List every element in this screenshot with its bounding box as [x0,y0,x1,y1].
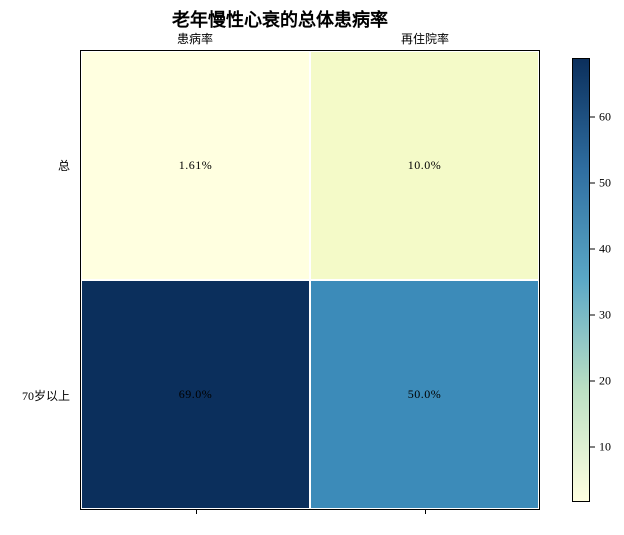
colorbar-tick-mark [590,446,595,447]
x-tick [196,509,197,514]
colorbar-tick-mark [590,380,595,381]
heatmap-cell-1-1: 50.0% [310,280,539,509]
cell-label: 69.0% [179,387,213,402]
colorbar-tick-label: 20 [599,373,611,388]
colorbar-tick-mark [590,314,595,315]
colorbar-ticks: 10 20 30 40 50 60 [590,58,620,502]
row-labels: 总 70岁以上 [0,50,76,510]
column-label-0: 患病率 [80,30,310,48]
colorbar-tick: 20 [590,373,611,388]
colorbar [572,58,590,502]
cell-label: 1.61% [179,158,213,173]
heatmap-row-0: 1.61% 10.0% [81,51,539,280]
colorbar-tick-label: 40 [599,242,611,257]
colorbar-tick: 30 [590,307,611,322]
heatmap-cell-1-0: 69.0% [81,280,310,509]
cell-label: 10.0% [408,158,442,173]
x-tick [425,509,426,514]
heatmap-plot: 1.61% 10.0% 69.0% 50.0% [80,50,540,510]
chart-title: 老年慢性心衰的总体患病率 [0,6,560,32]
colorbar-tick-label: 30 [599,307,611,322]
heatmap-grid: 1.61% 10.0% 69.0% 50.0% [81,51,539,509]
column-label-1: 再住院率 [310,30,540,48]
colorbar-tick-label: 10 [599,439,611,454]
row-label-0: 总 [0,50,76,280]
column-labels: 患病率 再住院率 [80,30,540,48]
colorbar-gradient [573,59,589,501]
colorbar-tick: 40 [590,242,611,257]
heatmap-row-1: 69.0% 50.0% [81,280,539,509]
row-label-1: 70岁以上 [0,280,76,510]
colorbar-tick: 10 [590,439,611,454]
colorbar-tick: 60 [590,110,611,125]
colorbar-tick-label: 50 [599,176,611,191]
colorbar-tick-mark [590,183,595,184]
colorbar-tick-mark [590,249,595,250]
cell-label: 50.0% [408,387,442,402]
colorbar-tick: 50 [590,176,611,191]
colorbar-tick-mark [590,117,595,118]
colorbar-tick-label: 60 [599,110,611,125]
heatmap-cell-0-0: 1.61% [81,51,310,280]
chart-root: 老年慢性心衰的总体患病率 患病率 再住院率 总 70岁以上 1.61% 10.0… [0,0,624,535]
heatmap-cell-0-1: 10.0% [310,51,539,280]
